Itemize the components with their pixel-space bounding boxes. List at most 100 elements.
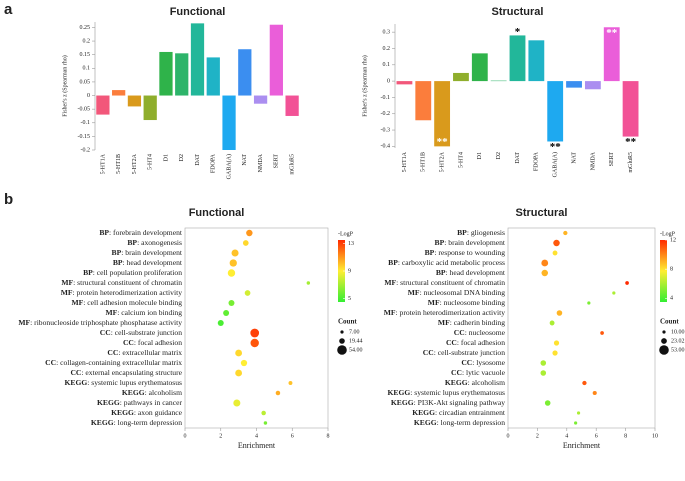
colorbar-tick-label: 5	[348, 296, 351, 302]
bubble	[263, 421, 268, 425]
term-name: : nucleosomal DNA binding	[420, 288, 506, 297]
x-tick-label: 5-HT2A	[132, 153, 138, 174]
y-tick-label: -0.3	[381, 127, 391, 133]
term-name: : cell population proliferation	[93, 268, 182, 277]
term-name: : calcium ion binding	[117, 308, 182, 317]
term-label: BP: axonogenesis	[127, 238, 182, 247]
term-label: MF: calcium ion binding	[105, 308, 182, 317]
bubble	[250, 328, 260, 338]
term-name: : systemic lupus erythematosus	[410, 388, 505, 397]
bubble	[261, 410, 266, 416]
x-tick-label: D1	[477, 152, 483, 159]
bar	[159, 51, 173, 96]
bar	[175, 53, 189, 96]
x-tick-label: 6	[595, 433, 598, 439]
term-label: KEGG: axon guidance	[111, 408, 183, 417]
term-label: CC: collagen-containing extracellular ma…	[45, 358, 182, 367]
term-label: CC: lytic vacuole	[451, 368, 506, 377]
term-label: KEGG: PI3K-Akt signaling pathway	[391, 398, 505, 407]
y-tick-label: -0.05	[78, 107, 91, 113]
bar	[509, 35, 526, 82]
colorbar-tick-label: 13	[348, 241, 354, 247]
x-tick-label: FDOPA	[211, 153, 217, 173]
bar	[434, 81, 451, 147]
x-tick-label: 8	[327, 433, 330, 439]
y-tick-label: 0.2	[83, 38, 91, 44]
bubble	[288, 381, 293, 385]
term-label: CC: nucleosome	[454, 328, 506, 337]
term-prefix: MF	[71, 298, 83, 307]
bubble	[549, 320, 555, 326]
term-prefix: MF	[384, 308, 396, 317]
term-prefix: MF	[61, 288, 73, 297]
bubble	[563, 230, 568, 236]
colorbar-tick-label: 12	[670, 237, 676, 243]
term-name: : response to wounding	[434, 248, 505, 257]
size-legend-key	[659, 345, 669, 355]
bubble	[227, 269, 236, 277]
significance-label: **	[625, 136, 637, 148]
term-label: BP: gliogenesis	[457, 228, 505, 237]
bubble	[240, 359, 248, 367]
term-name: : PI3K-Akt signaling pathway	[414, 398, 506, 407]
bubble	[600, 331, 604, 335]
term-prefix: MF	[408, 288, 420, 297]
bubble	[625, 281, 629, 285]
term-prefix: CC	[423, 348, 434, 357]
term-prefix: KEGG	[414, 418, 437, 427]
bar	[471, 53, 488, 82]
x-tick-label: NAT	[242, 154, 248, 166]
x-tick-label: 5-HT4	[458, 152, 464, 168]
bar	[528, 40, 545, 82]
x-tick-label: 5-HT1B	[116, 154, 122, 174]
term-name: : cell-substrate junction	[111, 328, 182, 337]
y-tick-label: 0.25	[80, 25, 91, 31]
bubble	[553, 239, 560, 247]
bubble	[556, 310, 563, 316]
term-prefix: KEGG	[388, 388, 411, 397]
x-tick-label: 2	[219, 433, 222, 439]
bubble	[541, 259, 549, 267]
bubble	[582, 380, 587, 386]
term-name: : long-term depression	[437, 418, 506, 427]
term-label: MF: nucleosomal DNA binding	[408, 288, 505, 297]
size-legend-key	[337, 345, 347, 355]
term-label: KEGG: long-term depression	[91, 418, 182, 427]
term-prefix: MF	[105, 308, 117, 317]
term-prefix: MF	[428, 298, 440, 307]
term-label: BP: brain development	[435, 238, 506, 247]
term-prefix: CC	[454, 328, 465, 337]
x-tick-label: 2	[536, 433, 539, 439]
y-tick-label: 0	[87, 93, 90, 99]
term-label: BP: forebrain development	[99, 228, 183, 237]
chart-title: Functional	[170, 6, 226, 18]
x-tick-label: 6	[291, 433, 294, 439]
size-legend-label: 23.02	[671, 338, 685, 344]
term-prefix: CC	[107, 348, 118, 357]
term-name: : head development	[446, 268, 506, 277]
y-tick-label: -0.4	[381, 144, 391, 150]
term-prefix: MF	[438, 318, 450, 327]
bubble	[229, 259, 237, 267]
bar	[96, 95, 110, 115]
term-name: : head development	[123, 258, 183, 267]
size-legend-label: 19.44	[349, 338, 363, 344]
bubble	[223, 310, 230, 316]
x-tick-label: 5-HT1A	[100, 153, 106, 174]
bar	[206, 57, 220, 96]
bubble	[228, 300, 235, 306]
term-label: MF: ribonucleoside triphosphate phosphat…	[18, 318, 182, 327]
y-tick-label: 0.15	[80, 52, 91, 58]
x-tick-label: 10	[652, 433, 658, 439]
x-tick-label: D1	[163, 154, 169, 161]
x-tick-label: 8	[624, 433, 627, 439]
bubble	[233, 399, 241, 407]
term-prefix: BP	[436, 268, 446, 277]
bar	[190, 23, 205, 96]
term-label: CC: cell-substrate junction	[423, 348, 505, 357]
term-name: : collagen-containing extracellular matr…	[56, 358, 182, 367]
bar	[622, 81, 639, 137]
term-name: : axon guidance	[134, 408, 183, 417]
x-tick-label: SERT	[609, 152, 615, 167]
bubble	[275, 390, 281, 396]
